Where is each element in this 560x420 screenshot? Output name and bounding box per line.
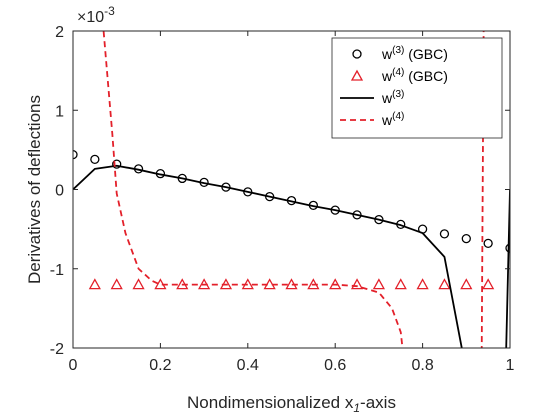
series-w3 [73, 164, 510, 348]
series-w4 [102, 31, 485, 348]
x-axis-label-subscript: 1 [353, 401, 360, 415]
x-tick-label: 0.4 [237, 357, 259, 374]
x-axis-label-suffix: -axis [360, 393, 396, 412]
legend-label-w3_gbc: w(3) (GBC) [381, 45, 448, 62]
legend-label-suffix: (GBC) [404, 68, 448, 84]
series-line-w3 [73, 164, 510, 348]
legend-swatch-w3_gbc [352, 49, 362, 59]
legend-label-sup: (4) [392, 67, 404, 78]
legend-label-sup: (3) [392, 45, 404, 56]
y-tick-label: -2 [50, 341, 64, 358]
legend-label-suffix: (GBC) [404, 46, 448, 62]
data-point-w3_gbc [439, 229, 450, 239]
y-tick-label: 0 [55, 183, 64, 200]
legend-label-base: w [381, 90, 393, 106]
data-point-w4_gbc [416, 278, 429, 290]
data-point-w4_gbc [394, 278, 407, 290]
x-tick-label: 0.2 [149, 357, 171, 374]
data-point-w3_gbc [112, 159, 122, 169]
y-tick-label: 2 [55, 24, 64, 41]
series-line-w4 [102, 31, 485, 348]
data-point-w4_gbc [350, 278, 364, 290]
legend-label-sup: (3) [392, 89, 404, 100]
legend: w(3) (GBC)w(4) (GBC)w(3)w(4) [331, 37, 503, 139]
y-axis-label: Derivatives of deflections [25, 95, 44, 284]
y-tick-label: 1 [55, 103, 64, 120]
y-exponent-power: -3 [104, 4, 115, 18]
plot-area [73, 31, 510, 348]
legend-label-w4_gbc: w(4) (GBC) [381, 67, 448, 84]
data-point-w3_gbc [461, 233, 471, 244]
data-point-w3_gbc [483, 238, 493, 249]
x-tick-label: 0.8 [411, 357, 433, 374]
y-exponent-base: ×10 [77, 9, 104, 26]
x-tick-label: 0 [69, 357, 78, 374]
y-tick-label: -1 [50, 262, 64, 279]
axes: 0 0.2 0.4 0.6 0.8 1 -2 -1 0 1 2 ×10-3 Nondimensional… [25, 4, 515, 415]
data-point-w4_gbc [88, 278, 101, 290]
data-point-w3_gbc [73, 149, 78, 160]
x-axis-label-text: Nondimensionalized x [187, 393, 354, 412]
legend-label-sup: (4) [392, 111, 404, 122]
data-point-w4_gbc [110, 278, 123, 290]
data-point-w4_gbc [482, 278, 495, 290]
x-tick-label: 0.6 [324, 357, 346, 374]
x-axis-label: Nondimensionalized x1-axis [187, 393, 396, 415]
data-point-w4_gbc [372, 278, 386, 290]
y-exponent-label: ×10-3 [77, 4, 115, 26]
data-point-w4_gbc [460, 278, 473, 290]
legend-label-base: w [381, 68, 393, 84]
data-point-w3_gbc [90, 154, 100, 165]
legend-label-w3: w(3) [381, 89, 404, 106]
data-point-w3_gbc [505, 243, 510, 253]
legend-label-base: w [381, 46, 393, 62]
data-point-w4_gbc [132, 278, 145, 290]
legend-swatch-w4_gbc [350, 69, 364, 81]
x-tick-label: 1 [506, 357, 515, 374]
legend-label-w4: w(4) [381, 111, 404, 128]
legend-label-base: w [381, 112, 393, 128]
data-point-w4_gbc [438, 278, 451, 290]
